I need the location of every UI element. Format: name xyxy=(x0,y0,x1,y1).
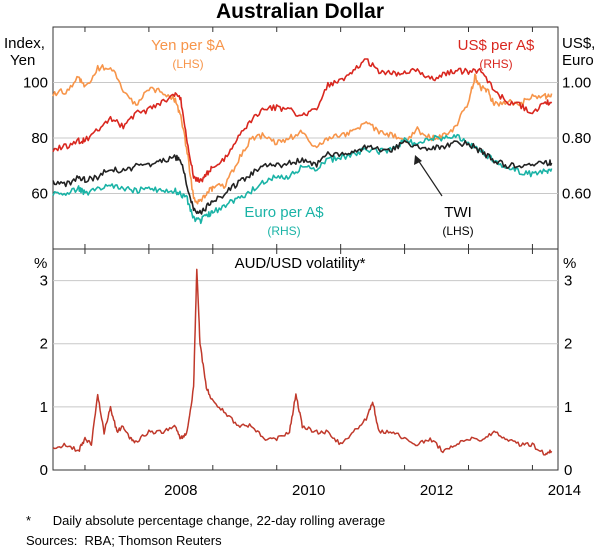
footnote: * Daily absolute percentage change, 22-d… xyxy=(26,513,386,528)
bottom-panel-frame xyxy=(52,248,559,471)
chart-title: Australian Dollar xyxy=(216,0,384,23)
bottom-right-tick-label: 2 xyxy=(564,336,572,353)
usd-series-line xyxy=(52,58,553,183)
legend-yen-side: (LHS) xyxy=(172,57,203,71)
top-left-tick-label: 100 xyxy=(23,75,48,92)
twi-series-line xyxy=(52,139,553,215)
bottom-left-tick-label: 0 xyxy=(40,462,48,479)
chart-notes: * Daily absolute percentage change, 22-d… xyxy=(26,511,385,551)
legend-yen-name: Yen per $A xyxy=(151,37,225,54)
x-tick-label: 2008 xyxy=(164,482,197,499)
legend-euro-side: (RHS) xyxy=(267,224,300,238)
x-tick-label: 2014 xyxy=(548,482,581,499)
legend-usd-side: (RHS) xyxy=(479,57,512,71)
sources: Sources: RBA; Thomson Reuters xyxy=(26,533,222,548)
twi-pointer-arrow xyxy=(417,159,443,197)
top-right-tick-label: 0.80 xyxy=(562,130,591,147)
top-left-axis-label-line1: Index, xyxy=(4,35,45,52)
legend-usd-name: US$ per A$ xyxy=(458,37,535,54)
top-left-tick-label: 60 xyxy=(31,186,48,203)
top-right-axis-label-line2: Euro xyxy=(562,52,594,69)
twi-pointer-arrowhead xyxy=(414,155,422,165)
top-right-axis-label-line1: US$, xyxy=(562,35,595,52)
bottom-right-tick-label: 3 xyxy=(564,273,572,290)
x-tick-label: 2012 xyxy=(420,482,453,499)
bottom-right-tick-label: 1 xyxy=(564,399,572,416)
bottom-panel-title: AUD/USD volatility* xyxy=(235,255,366,272)
top-left-axis-label-line2: Yen xyxy=(10,52,35,69)
bottom-left-axis-label: % xyxy=(34,255,47,272)
top-right-tick-label: 0.60 xyxy=(562,186,591,203)
top-left-tick-label: 80 xyxy=(31,130,48,147)
top-right-tick-label: 1.00 xyxy=(562,75,591,92)
bottom-left-tick-label: 1 xyxy=(40,399,48,416)
legend-twi-side: (LHS) xyxy=(442,224,473,238)
volatility-series-line xyxy=(52,268,553,456)
legend-euro-name: Euro per A$ xyxy=(244,204,324,221)
bottom-left-tick-label: 2 xyxy=(40,336,48,353)
x-tick-label: 2010 xyxy=(292,482,325,499)
bottom-right-tick-label: 0 xyxy=(564,462,572,479)
yen-series-line xyxy=(52,64,553,205)
bottom-left-tick-label: 3 xyxy=(40,273,48,290)
legend-twi-name: TWI xyxy=(444,204,472,221)
bottom-right-axis-label: % xyxy=(563,255,576,272)
